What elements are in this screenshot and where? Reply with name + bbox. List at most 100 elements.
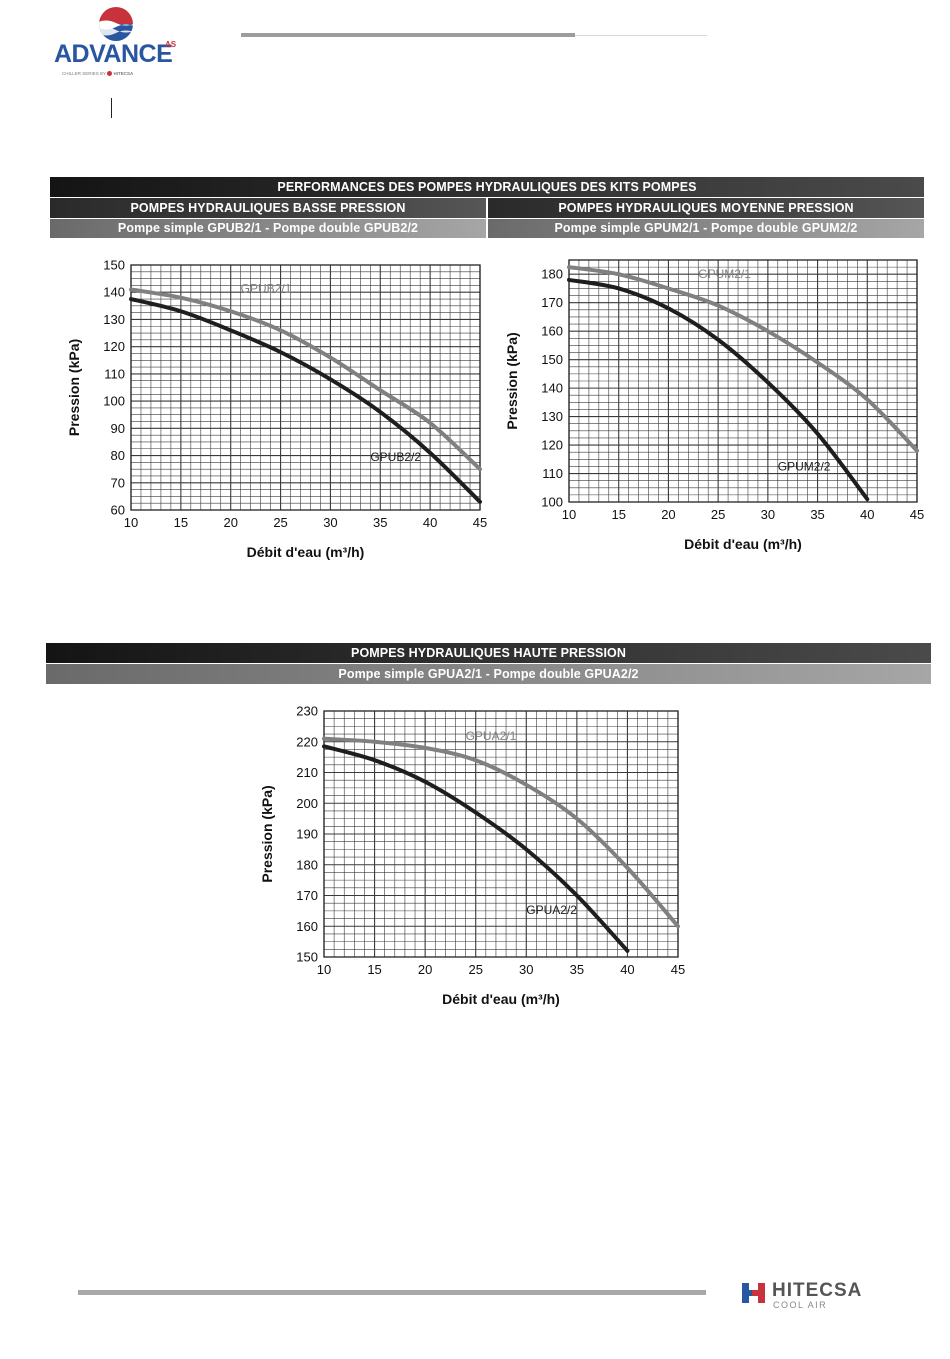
x-tick-label: 40 [620, 962, 634, 977]
y-tick-label: 140 [541, 381, 563, 396]
x-tick-label: 35 [570, 962, 584, 977]
advance-logo-drop-icon [99, 7, 133, 41]
x-tick-label: 35 [810, 507, 824, 522]
x-tick-label: 25 [468, 962, 482, 977]
x-tick-label: 15 [174, 515, 188, 530]
y-tick-label: 90 [111, 421, 125, 436]
x-axis-label: Débit d'eau (m³/h) [442, 991, 560, 1007]
header-rule-thin [575, 35, 707, 36]
chart-high-pressure: 10 15 20 25 30 35 40 45 150 160 170 180 190 200 210 220… [259, 704, 685, 1008]
chart-medium-pressure: 10 15 20 25 30 35 40 45 100 110 120 130 140 150 160 170… [504, 259, 924, 552]
series-label: GPUA2/1 [466, 729, 517, 743]
series-line-gpub22 [129, 297, 482, 504]
y-tick-label: 170 [541, 295, 563, 310]
header-rule [241, 33, 575, 37]
y-tick-label: 150 [103, 258, 125, 273]
series-label: GPUB2/2 [370, 450, 421, 464]
x-tick-label: 10 [317, 962, 331, 977]
y-tick-label: 150 [296, 950, 318, 965]
x-tick-label: 45 [910, 507, 924, 522]
grid [130, 264, 481, 511]
series-line-gpub21 [129, 287, 482, 472]
low-pressure-subtitle-bar: Pompe simple GPUB2/1 - Pompe double GPUB… [50, 219, 486, 238]
y-tick-label: 110 [542, 466, 563, 481]
x-tick-label: 20 [223, 515, 237, 530]
brand-tagline-maker: HITECSA [113, 71, 134, 76]
x-tick-label: 25 [711, 507, 725, 522]
x-tick-label: 30 [761, 507, 775, 522]
y-tick-label: 150 [541, 352, 563, 367]
x-tick-label: 40 [423, 515, 437, 530]
main-title-bar: PERFORMANCES DES POMPES HYDRAULIQUES DES… [50, 177, 924, 197]
y-tick-label: 160 [296, 919, 318, 934]
hitecsa-dot-icon [107, 71, 113, 77]
brand-name: ADVANCE [54, 40, 173, 68]
grid [323, 710, 679, 958]
y-tick-label: 100 [103, 394, 125, 409]
x-tick-label: 15 [367, 962, 381, 977]
x-tick-label: 45 [473, 515, 487, 530]
y-tick-label: 160 [541, 324, 563, 339]
series-line-gpum21 [567, 265, 919, 453]
y-tick-label: 120 [541, 438, 563, 453]
brand-tagline: CHILLER SERIES BY HITECSA [62, 71, 134, 77]
y-tick-label: 230 [296, 704, 318, 719]
x-tick-label: 35 [373, 515, 387, 530]
y-tick-label: 100 [541, 495, 563, 510]
series-label: GPUA2/2 [526, 903, 577, 917]
y-tick-label: 220 [296, 734, 318, 749]
high-pressure-subtitle-bar: Pompe simple GPUA2/1 - Pompe double GPUA… [46, 664, 931, 684]
series-label: GPUB2/1 [241, 281, 292, 295]
brand-tagline-text: CHILLER SERIES BY [62, 71, 106, 76]
plot-frame [568, 259, 918, 503]
hitecsa-logo-icon [742, 1283, 765, 1303]
x-axis-label: Débit d'eau (m³/h) [247, 544, 365, 560]
series-label: GPUM2/1 [698, 267, 751, 281]
series-line-gpua21 [322, 736, 680, 929]
advance-logo [99, 7, 133, 41]
x-tick-label: 30 [323, 515, 337, 530]
y-tick-label: 70 [111, 475, 125, 490]
brand-suffix: AS [165, 40, 177, 49]
x-tick-label: 40 [860, 507, 874, 522]
y-tick-label: 110 [104, 366, 125, 381]
y-tick-label: 180 [296, 857, 318, 872]
x-tick-label: 45 [671, 962, 685, 977]
plot-frame [323, 710, 679, 958]
footer-brand: HITECSA [772, 1280, 863, 1301]
y-tick-label: 60 [111, 503, 125, 518]
y-tick-label: 210 [296, 765, 318, 780]
high-pressure-title-bar: POMPES HYDRAULIQUES HAUTE PRESSION [46, 643, 931, 663]
x-tick-label: 25 [273, 515, 287, 530]
footer-tagline: COOL AIR [773, 1300, 828, 1310]
medium-pressure-subtitle-bar: Pompe simple GPUM2/1 - Pompe double GPUM… [488, 219, 924, 238]
x-tick-label: 10 [124, 515, 138, 530]
y-tick-label: 130 [103, 312, 125, 327]
series-line-gpum22 [567, 277, 870, 502]
y-tick-label: 140 [103, 285, 125, 300]
x-tick-label: 15 [611, 507, 625, 522]
footer-rule [78, 1290, 706, 1295]
y-axis-label: Pression (kPa) [504, 332, 520, 429]
grid [568, 259, 918, 503]
y-tick-label: 190 [296, 827, 318, 842]
series-label: GPUM2/2 [778, 460, 831, 474]
chart-low-pressure: 10 15 20 25 30 35 40 45 60 70 80 90 100 110 120 130 140 1… [66, 258, 487, 561]
y-tick-label: 120 [103, 339, 125, 354]
medium-pressure-title-bar: POMPES HYDRAULIQUES MOYENNE PRESSION [488, 198, 924, 218]
plot-frame [130, 264, 481, 511]
y-axis-label: Pression (kPa) [66, 339, 82, 436]
x-tick-label: 30 [519, 962, 533, 977]
x-tick-label: 20 [661, 507, 675, 522]
header-tick [111, 98, 112, 118]
y-tick-label: 180 [541, 267, 563, 282]
low-pressure-title-bar: POMPES HYDRAULIQUES BASSE PRESSION [50, 198, 486, 218]
x-tick-label: 20 [418, 962, 432, 977]
series-line-gpua22 [322, 744, 630, 953]
x-tick-label: 10 [562, 507, 576, 522]
y-tick-label: 170 [296, 888, 318, 903]
y-tick-label: 200 [296, 796, 318, 811]
y-axis-label: Pression (kPa) [259, 785, 275, 882]
y-tick-label: 130 [541, 409, 563, 424]
y-tick-label: 80 [111, 448, 125, 463]
